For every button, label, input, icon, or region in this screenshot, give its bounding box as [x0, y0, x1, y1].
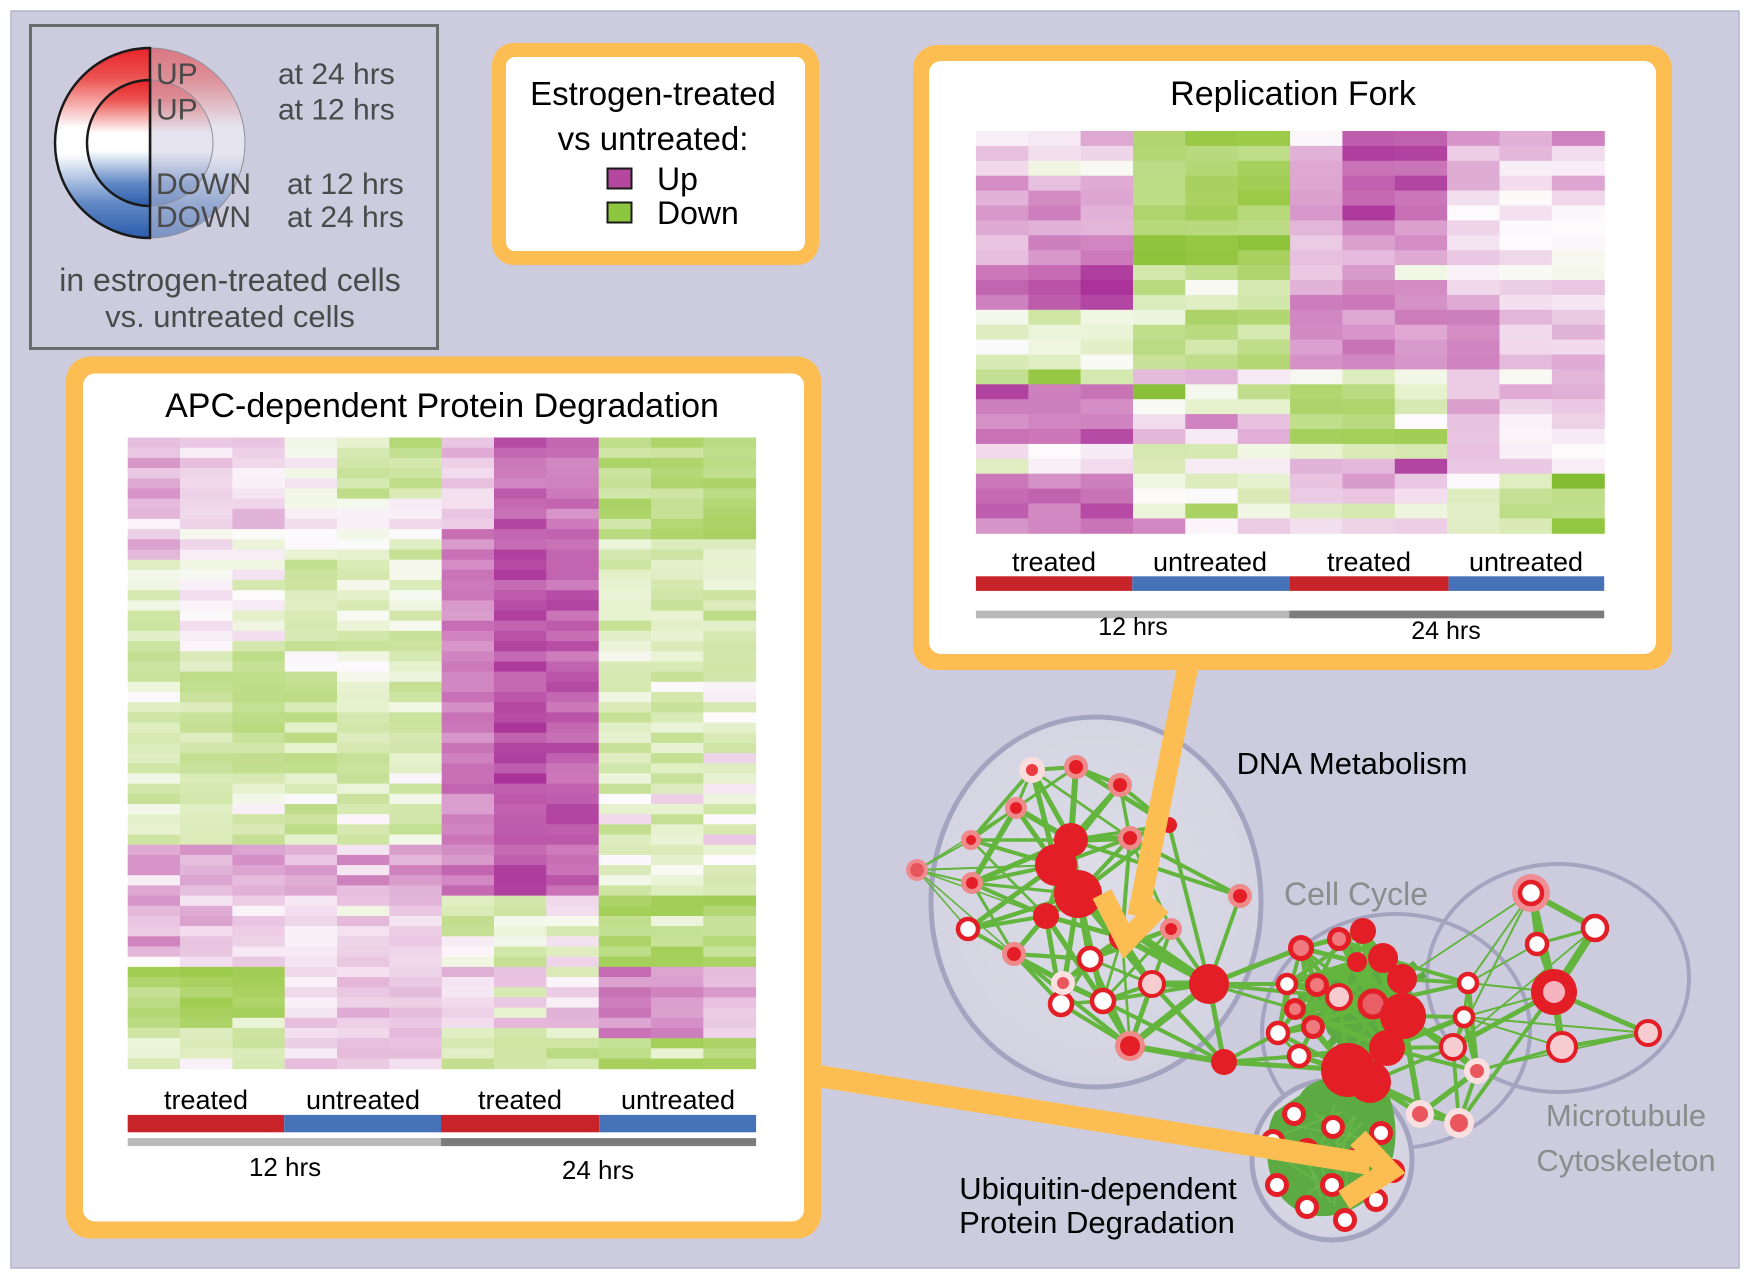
svg-text:vs untreated:: vs untreated: — [558, 120, 749, 157]
svg-text:treated: treated — [1012, 547, 1096, 577]
svg-text:24 hrs: 24 hrs — [562, 1155, 634, 1185]
svg-text:24 hrs: 24 hrs — [1411, 617, 1480, 645]
svg-text:vs. untreated cells: vs. untreated cells — [105, 299, 355, 334]
svg-text:DOWN: DOWN — [156, 201, 251, 234]
svg-text:APC-dependent Protein Degradat: APC-dependent Protein Degradation — [165, 387, 719, 425]
svg-text:at 12 hrs: at 12 hrs — [287, 168, 404, 201]
svg-text:untreated: untreated — [621, 1085, 735, 1115]
svg-text:Cytoskeleton: Cytoskeleton — [1536, 1143, 1715, 1178]
svg-text:Ubiquitin-dependent: Ubiquitin-dependent — [959, 1171, 1237, 1206]
svg-text:at 24 hrs: at 24 hrs — [287, 201, 404, 234]
svg-text:UP: UP — [156, 94, 198, 127]
svg-text:untreated: untreated — [1153, 547, 1267, 577]
svg-text:untreated: untreated — [1469, 547, 1583, 577]
svg-text:12 hrs: 12 hrs — [1098, 613, 1167, 641]
svg-text:at 12 hrs: at 12 hrs — [278, 94, 395, 127]
svg-text:treated: treated — [478, 1085, 562, 1115]
svg-text:Replication Fork: Replication Fork — [1170, 75, 1417, 113]
svg-text:Microtubule: Microtubule — [1546, 1098, 1706, 1133]
svg-text:in estrogen-treated cells: in estrogen-treated cells — [59, 262, 401, 298]
svg-text:Protein Degradation: Protein Degradation — [959, 1205, 1235, 1240]
svg-text:treated: treated — [1327, 547, 1411, 577]
svg-text:Down: Down — [657, 195, 739, 231]
svg-text:UP: UP — [156, 58, 198, 91]
svg-text:untreated: untreated — [306, 1085, 420, 1115]
svg-text:12 hrs: 12 hrs — [249, 1152, 321, 1182]
svg-text:Cell Cycle: Cell Cycle — [1284, 876, 1428, 912]
svg-text:DNA Metabolism: DNA Metabolism — [1237, 746, 1468, 781]
svg-text:treated: treated — [164, 1085, 248, 1115]
svg-text:Up: Up — [657, 161, 698, 197]
svg-text:DOWN: DOWN — [156, 168, 251, 201]
svg-text:Estrogen-treated: Estrogen-treated — [530, 75, 776, 112]
svg-text:at 24 hrs: at 24 hrs — [278, 58, 395, 91]
